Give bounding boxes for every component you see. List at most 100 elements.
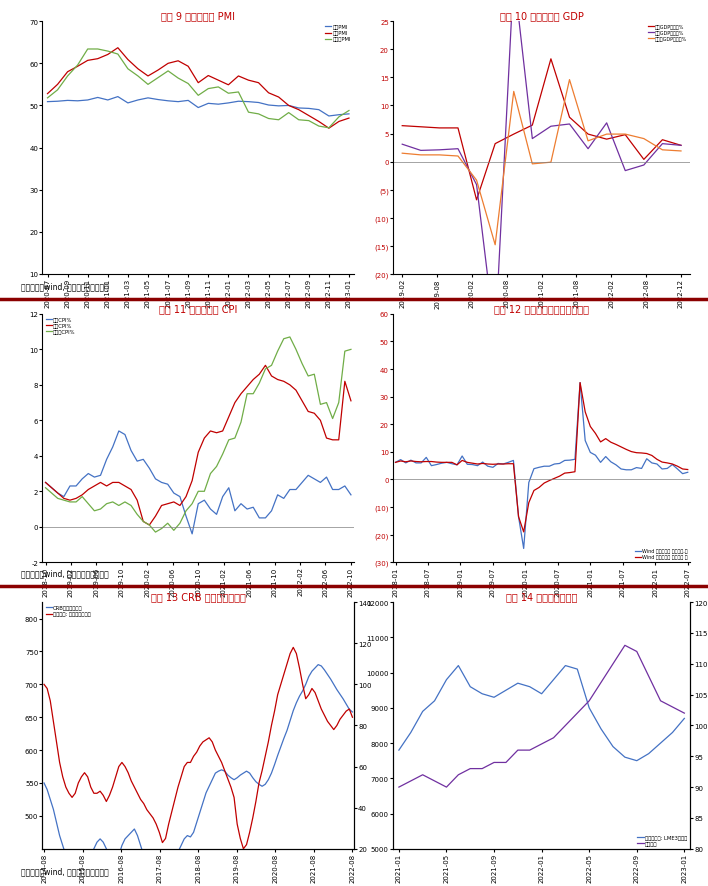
中国GDP不变价%: [398, 121, 406, 132]
美国CPI%: [108, 478, 117, 488]
美国PMI: [285, 101, 293, 112]
欧元区PMI: [84, 44, 92, 55]
Line: 欧元区GDP不变价%: 欧元区GDP不变价%: [402, 81, 681, 245]
美国CPI%: [145, 520, 154, 531]
Line: 欧元区CPI%: 欧元区CPI%: [45, 338, 351, 532]
Title: 图表 12 中国工业增加值同比增速: 图表 12 中国工业增加值同比增速: [494, 304, 589, 314]
东兴期货: 期原油价格指数: (99, 84): 期原油价格指数: (99, 84): [348, 712, 357, 723]
期货官方价: LME3个月铜: (2, 8.9e+03): LME3个月铜: (2, 8.9e+03): [418, 706, 427, 717]
中国CPI%: [41, 478, 50, 488]
CRB商品综合指数: [99, 837, 108, 848]
中国PMI: [93, 93, 102, 104]
美元指数: [466, 764, 474, 774]
欧元区GDP不变价%: [398, 149, 406, 159]
美元指数: [597, 677, 605, 688]
Legend: 中国PMI, 美国PMI, 欧元区PMI: 中国PMI, 美国PMI, 欧元区PMI: [324, 25, 351, 43]
美国PMI: [335, 117, 343, 128]
美元指数: [406, 776, 415, 787]
美元指数: [644, 671, 653, 681]
美元指数: [537, 739, 546, 750]
欧元区PMI: [285, 108, 293, 119]
Line: 欧元区PMI: 欧元区PMI: [47, 50, 349, 128]
中国CPI%: [255, 513, 263, 524]
美国PMI: [325, 124, 333, 135]
期货官方价: LME3个月铜: (15, 1.01e+04): LME3个月铜: (15, 1.01e+04): [573, 664, 581, 674]
Wind 工业增加值 当月同比,月: [392, 457, 400, 468]
欧元区PMI: [74, 60, 82, 71]
Line: CRB商品综合指数: CRB商品综合指数: [44, 664, 353, 886]
期货官方价: LME3个月铜: (10, 9.7e+03): LME3个月铜: (10, 9.7e+03): [513, 678, 522, 688]
东兴期货: 期原油价格指数: (64, 20): 期原油价格指数: (64, 20): [239, 843, 248, 854]
欧元区GDP不变价%: [658, 145, 667, 156]
欧元区PMI: [234, 88, 243, 98]
中国GDP不变价%: [677, 141, 685, 152]
美元指数: [430, 776, 439, 787]
Line: 美国CPI%: 美国CPI%: [45, 366, 351, 525]
美元指数: [525, 745, 534, 756]
欧元区PMI: [254, 110, 263, 120]
美元指数: [454, 770, 462, 781]
中国GDP不变价%: [454, 123, 462, 134]
中国PMI: [53, 97, 62, 107]
欧元区PMI: [174, 74, 183, 84]
欧元区PMI: [144, 80, 152, 90]
欧元区PMI: [93, 44, 102, 55]
Wind 工业增加值 累计同比 月: [673, 462, 682, 472]
Wind 工业增加值 累计同比 月: [463, 457, 472, 468]
美元指数: [478, 764, 486, 774]
Wind 工业增加值 当月同比,月: [596, 457, 605, 468]
期货官方价: LME3个月铜: (11, 9.6e+03): LME3个月铜: (11, 9.6e+03): [525, 681, 534, 692]
期货官方价: LME3个月铜: (0, 7.8e+03): LME3个月铜: (0, 7.8e+03): [394, 745, 403, 756]
Wind 工业增加值 累计同比 月: [392, 457, 400, 468]
中国PMI: [174, 97, 183, 108]
欧元区CPI%: [41, 483, 50, 494]
Legend: Wind 工业增加值 当月同比,月, Wind 工业增加值 累计同比 月: Wind 工业增加值 当月同比,月, Wind 工业增加值 累计同比 月: [634, 548, 688, 560]
美元指数: [609, 658, 617, 670]
中国PMI: [275, 101, 283, 112]
Wind 工业增加值 累计同比 月: [520, 527, 528, 538]
欧元区GDP不变价%: [435, 151, 444, 161]
美国PMI: [254, 78, 263, 89]
Line: Wind 工业增加值 累计同比 月: Wind 工业增加值 累计同比 月: [396, 383, 687, 532]
中国CPI%: [139, 455, 147, 465]
欧元区GDP不变价%: [677, 146, 685, 157]
中国GDP不变价%: [472, 195, 481, 206]
中国CPI%: [188, 529, 196, 540]
Line: 美国GDP不变价%: 美国GDP不变价%: [402, 0, 681, 338]
CRB商品综合指数: [111, 857, 120, 867]
东兴期货: 期原油价格指数: (19, 46): 期原油价格指数: (19, 46): [99, 790, 108, 801]
中国PMI: [134, 96, 142, 106]
美国PMI: [74, 62, 82, 73]
欧元区PMI: [43, 93, 52, 104]
Line: 期货官方价: LME3个月铜: 期货官方价: LME3个月铜: [399, 665, 685, 761]
欧元区PMI: [264, 114, 273, 125]
欧元区PMI: [345, 106, 353, 117]
期货官方价: LME3个月铜: (19, 7.6e+03): LME3个月铜: (19, 7.6e+03): [621, 752, 629, 763]
东兴期货: 期原油价格指数: (23, 55): 期原油价格指数: (23, 55): [111, 772, 120, 782]
美国CPI%: [347, 396, 355, 407]
美国PMI: [113, 43, 122, 54]
欧元区GDP不变价%: [565, 75, 573, 86]
Wind 工业增加值 当月同比,月: [458, 451, 467, 462]
美国PMI: [214, 76, 222, 87]
欧元区GDP不变价%: [528, 159, 537, 170]
Title: 图表 13 CRB 指数和原油价格: 图表 13 CRB 指数和原油价格: [151, 592, 246, 602]
美元指数: [680, 708, 689, 719]
欧元区CPI%: [347, 345, 355, 355]
美国GDP不变价%: [491, 333, 499, 344]
美国PMI: [194, 78, 202, 89]
Line: Wind 工业增加值 当月同比,月: Wind 工业增加值 当月同比,月: [396, 383, 687, 548]
中国PMI: [103, 96, 112, 106]
期货官方价: LME3个月铜: (22, 8e+03): LME3个月铜: (22, 8e+03): [656, 738, 665, 749]
东兴期货: 期原油价格指数: (0, 100): 期原油价格指数: (0, 100): [40, 680, 48, 690]
中国GDP不变价%: [510, 129, 518, 140]
美国CPI%: [249, 375, 258, 385]
欧元区PMI: [335, 113, 343, 123]
Wind 工业增加值 当月同比,月: [673, 464, 682, 475]
Line: 中国CPI%: 中国CPI%: [45, 431, 351, 534]
欧元区PMI: [134, 72, 142, 82]
中国PMI: [285, 101, 293, 112]
中国PMI: [335, 110, 343, 120]
中国GDP不变价%: [639, 155, 648, 166]
Wind 工业增加值 累计同比 月: [576, 377, 584, 388]
